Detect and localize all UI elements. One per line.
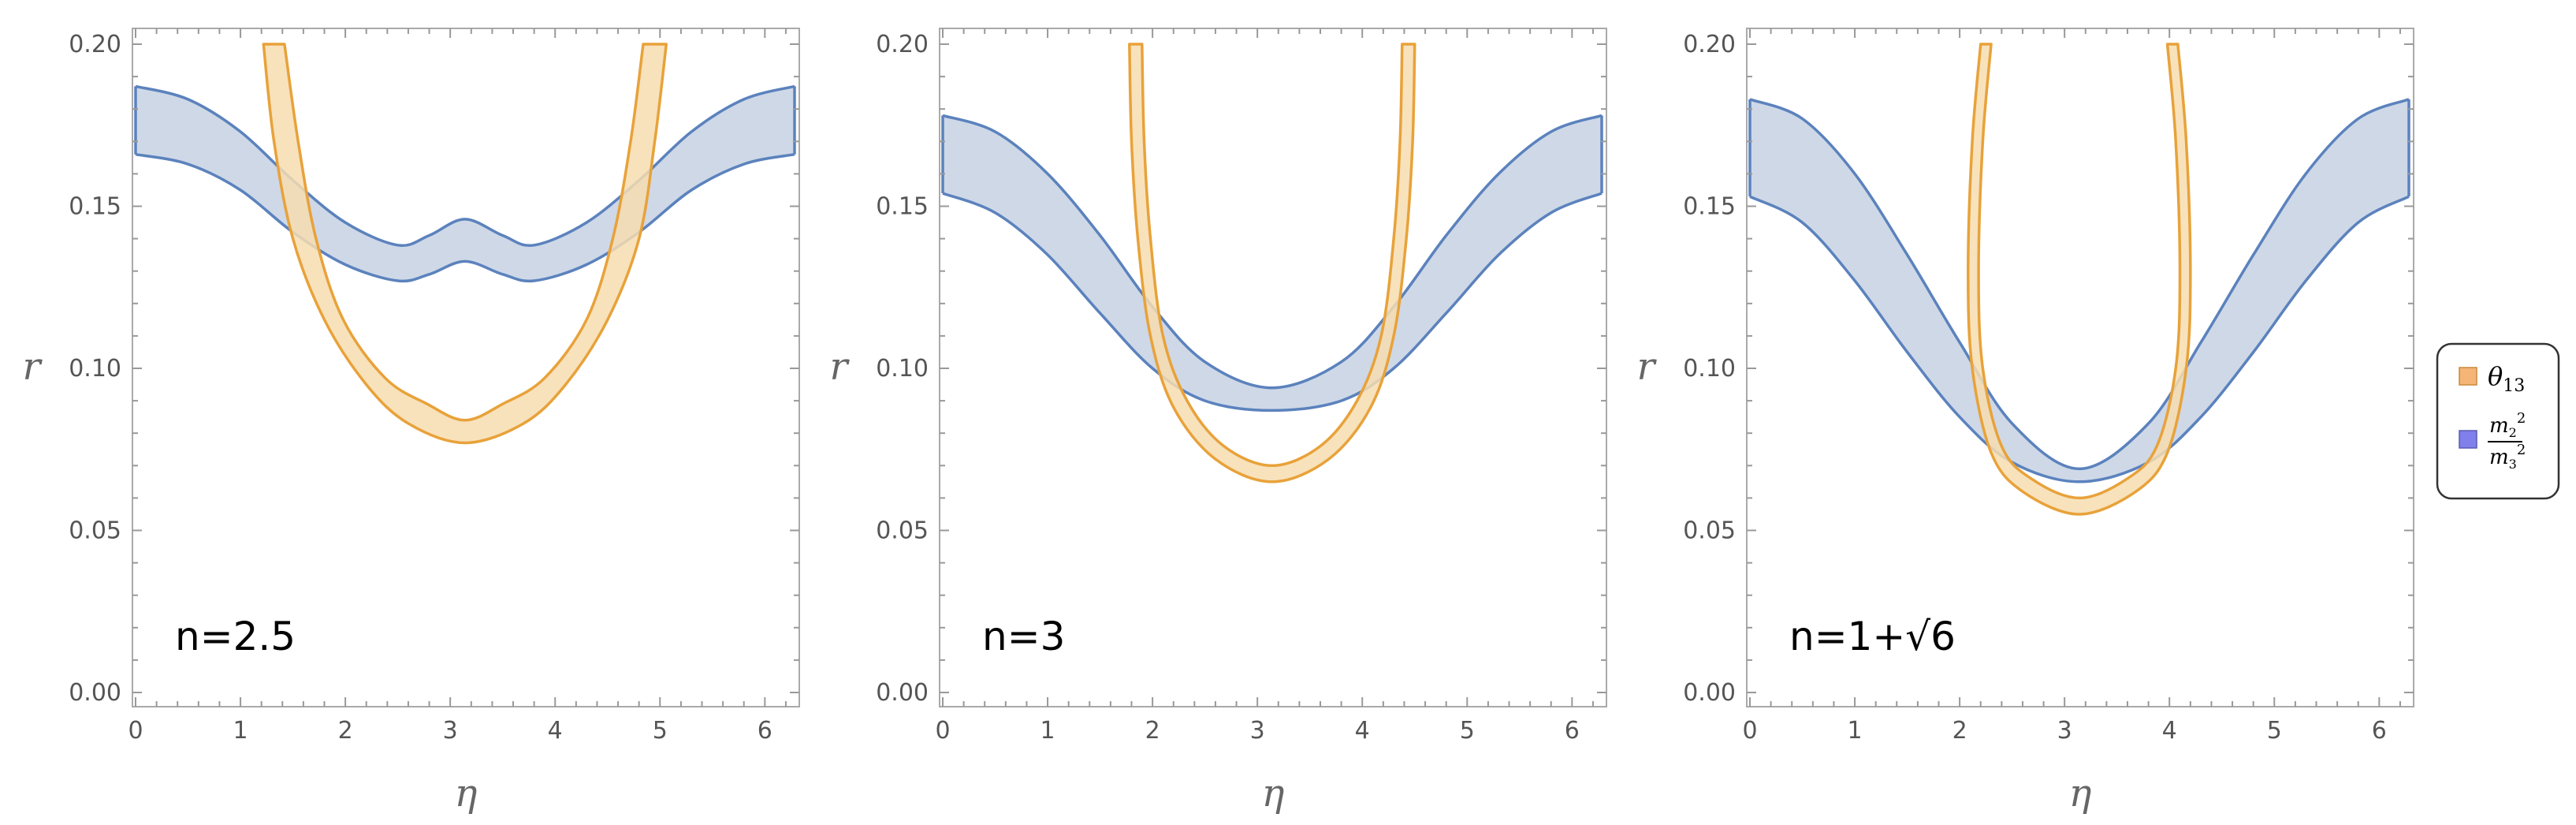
legend-den-base: m xyxy=(2489,446,2509,469)
legend-num-superscript: 2 xyxy=(2517,410,2526,427)
y-tick-label: 0.15 xyxy=(69,193,121,221)
chart-panel-2: 0 1 2 3 4 5 6 0.00 0.05 0.10 0.15 0.20 η r n=3 xyxy=(830,28,1607,816)
x-tick-label: 6 xyxy=(758,717,772,745)
theta13-band xyxy=(262,43,668,445)
y-tick-label: 0.15 xyxy=(1683,193,1736,221)
y-tick-label: 0.10 xyxy=(1683,355,1736,383)
x-tick-label: 2 xyxy=(338,717,353,745)
n-annotation: n=2.5 xyxy=(175,614,296,659)
y-axis-title: r xyxy=(1637,345,1658,389)
x-tick-label: 4 xyxy=(548,717,563,745)
legend-theta-symbol: θ xyxy=(2488,361,2503,391)
x-tick-label: 3 xyxy=(443,717,458,745)
mass-ratio-lower-curve xyxy=(135,152,795,283)
plot-frame xyxy=(1746,28,2414,707)
legend-den-subscript: 3 xyxy=(2509,457,2517,472)
y-axis-title: r xyxy=(830,345,851,389)
x-tick-label: 3 xyxy=(1250,717,1265,745)
x-axis-title: η xyxy=(2069,771,2092,816)
x-tick-label: 0 xyxy=(935,717,950,745)
y-tick-label: 0.20 xyxy=(1683,31,1736,58)
x-axis-title: η xyxy=(455,771,478,816)
y-tick-label: 0.10 xyxy=(69,355,121,383)
x-tick-label: 2 xyxy=(1145,717,1160,745)
mass-ratio-upper-curve xyxy=(1749,98,2410,471)
plot-area xyxy=(1748,43,2410,516)
y-tick-label: 0.20 xyxy=(876,31,929,58)
plot-area xyxy=(941,43,1603,483)
y-tick-label: 0.00 xyxy=(876,679,929,707)
plot-area xyxy=(134,43,796,445)
x-tick-label: 4 xyxy=(2162,717,2177,745)
x-tick-label: 2 xyxy=(1952,717,1967,745)
mass-ratio-lower-curve xyxy=(942,192,1603,412)
x-tick-label: 5 xyxy=(2267,717,2282,745)
legend-num-subscript: 2 xyxy=(2509,425,2517,440)
x-tick-label: 4 xyxy=(1355,717,1370,745)
legend-label-mass-numerator: m22 xyxy=(2489,410,2526,440)
legend-swatch-theta13 xyxy=(2459,367,2477,386)
x-tick-label: 3 xyxy=(2057,717,2072,745)
legend-den-superscript: 2 xyxy=(2517,442,2526,458)
x-tick-label: 5 xyxy=(1460,717,1475,745)
theta13-band xyxy=(1128,43,1416,483)
x-tick-label: 1 xyxy=(1040,717,1055,745)
y-tick-label: 0.00 xyxy=(69,679,121,707)
x-tick-label: 6 xyxy=(1565,717,1580,745)
y-axis-title: r xyxy=(23,345,43,389)
legend-swatch-mass-ratio xyxy=(2459,430,2477,449)
legend-label-mass-denominator: m32 xyxy=(2489,442,2526,472)
y-tick-label: 0.10 xyxy=(876,355,929,383)
x-tick-label: 1 xyxy=(1848,717,1863,745)
y-tick-label: 0.20 xyxy=(69,31,121,58)
mass-ratio-lower-curve xyxy=(1749,195,2410,483)
y-tick-label: 0.05 xyxy=(1683,517,1736,545)
panels: 0 1 2 3 4 5 6 0.00 0.05 0.10 0.15 0.20 η r n=2.5 0 1 2 3 4 5… xyxy=(23,28,2414,816)
legend-label-theta13: θ13 xyxy=(2488,361,2525,396)
legend-theta-subscript: 13 xyxy=(2503,376,2525,396)
plot-frame xyxy=(939,28,1607,707)
y-tick-label: 0.00 xyxy=(1683,679,1736,707)
x-tick-label: 1 xyxy=(233,717,248,745)
legend-num-base: m xyxy=(2489,414,2509,438)
y-tick-label: 0.05 xyxy=(876,517,929,545)
x-tick-label: 5 xyxy=(653,717,668,745)
mass-ratio-upper-curve xyxy=(942,114,1603,390)
x-tick-label: 0 xyxy=(128,717,143,745)
x-tick-label: 6 xyxy=(2372,717,2387,745)
chart-panel-3: 0 1 2 3 4 5 6 0.00 0.05 0.10 0.15 0.20 η r n=1+√6 xyxy=(1637,28,2414,816)
mass-ratio-band-fill xyxy=(943,115,1602,411)
y-tick-label: 0.05 xyxy=(69,517,121,545)
mass-ratio-band-fill xyxy=(1750,99,2409,482)
theta13-band xyxy=(1967,43,2192,516)
n-annotation: n=3 xyxy=(982,614,1065,659)
mass-ratio-band-fill xyxy=(136,86,795,282)
y-tick-label: 0.15 xyxy=(876,193,929,221)
n-annotation: n=1+√6 xyxy=(1789,614,1956,659)
mass-ratio-upper-curve xyxy=(135,84,795,248)
x-axis-title: η xyxy=(1262,771,1285,816)
x-tick-label: 0 xyxy=(1742,717,1757,745)
chart-panel-1: 0 1 2 3 4 5 6 0.00 0.05 0.10 0.15 0.20 η r n=2.5 xyxy=(23,28,800,816)
